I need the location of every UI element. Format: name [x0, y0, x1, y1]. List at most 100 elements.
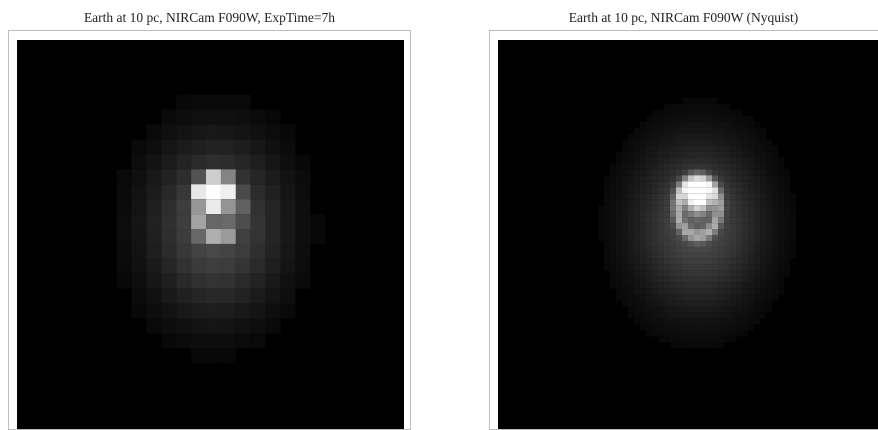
right-image	[498, 40, 878, 429]
image-pixel	[772, 187, 778, 194]
image-pixel	[161, 243, 177, 259]
image-pixel	[646, 121, 652, 128]
image-pixel	[682, 264, 688, 271]
image-pixel	[646, 294, 652, 301]
image-pixel	[634, 264, 640, 271]
image-pixel	[604, 234, 610, 241]
image-pixel	[718, 109, 724, 116]
image-pixel	[676, 151, 682, 158]
image-pixel	[688, 288, 694, 295]
image-pixel	[604, 246, 610, 253]
image-pixel	[640, 175, 646, 182]
image-pixel	[754, 169, 760, 176]
image-pixel	[628, 187, 634, 194]
image-pixel	[724, 193, 730, 200]
image-pixel	[724, 187, 730, 194]
image-pixel	[616, 181, 622, 188]
image-pixel	[730, 300, 736, 307]
image-pixel	[622, 300, 628, 307]
image-pixel	[676, 246, 682, 253]
image-pixel	[742, 169, 748, 176]
image-pixel	[694, 270, 700, 277]
image-pixel	[682, 169, 688, 176]
image-pixel	[634, 246, 640, 253]
image-pixel	[700, 342, 706, 349]
image-pixel	[176, 109, 192, 125]
image-pixel	[706, 169, 712, 176]
image-pixel	[610, 187, 616, 194]
image-pixel	[652, 318, 658, 325]
image-pixel	[265, 273, 281, 289]
image-pixel	[628, 133, 634, 140]
image-pixel	[736, 205, 742, 212]
image-pixel	[676, 234, 682, 241]
image-pixel	[772, 246, 778, 253]
left-image	[17, 40, 404, 429]
image-pixel	[742, 246, 748, 253]
image-pixel	[688, 115, 694, 122]
image-pixel	[742, 223, 748, 230]
image-pixel	[682, 211, 688, 218]
image-pixel	[616, 151, 622, 158]
image-pixel	[220, 94, 236, 110]
image-pixel	[682, 97, 688, 104]
image-pixel	[766, 199, 772, 206]
image-pixel	[742, 151, 748, 158]
image-pixel	[646, 318, 652, 325]
image-pixel	[682, 300, 688, 307]
image-pixel	[664, 217, 670, 224]
image-pixel	[730, 115, 736, 122]
image-pixel	[664, 109, 670, 116]
image-pixel	[694, 229, 700, 235]
image-pixel	[634, 193, 640, 200]
image-pixel	[628, 157, 634, 164]
image-pixel	[634, 187, 640, 194]
image-pixel	[742, 300, 748, 307]
image-pixel	[688, 109, 694, 116]
image-pixel	[706, 336, 712, 343]
image-pixel	[628, 288, 634, 295]
image-pixel	[724, 258, 730, 265]
image-pixel	[736, 211, 742, 218]
image-pixel	[682, 276, 688, 283]
image-pixel	[658, 187, 664, 194]
image-pixel	[676, 276, 682, 283]
image-pixel	[700, 306, 706, 313]
image-pixel	[760, 139, 766, 146]
image-pixel	[652, 157, 658, 164]
image-pixel	[640, 252, 646, 259]
image-pixel	[622, 229, 628, 235]
image-pixel	[250, 214, 266, 230]
image-pixel	[700, 229, 706, 235]
image-pixel	[706, 187, 712, 194]
image-pixel	[670, 187, 676, 194]
image-pixel	[628, 264, 634, 271]
image-pixel	[742, 252, 748, 259]
image-pixel	[724, 211, 730, 218]
image-pixel	[754, 276, 760, 283]
image-pixel	[700, 270, 706, 277]
image-pixel	[718, 121, 724, 128]
image-pixel	[760, 217, 766, 224]
image-pixel	[658, 169, 664, 176]
image-pixel	[146, 169, 162, 185]
image-pixel	[176, 333, 192, 349]
image-pixel	[670, 175, 676, 182]
image-pixel	[748, 175, 754, 182]
image-pixel	[712, 217, 718, 224]
image-pixel	[640, 121, 646, 128]
image-pixel	[664, 229, 670, 235]
image-pixel	[748, 306, 754, 313]
image-pixel	[742, 181, 748, 188]
image-pixel	[250, 333, 266, 349]
image-pixel	[706, 288, 712, 295]
image-pixel	[658, 282, 664, 289]
image-pixel	[754, 282, 760, 289]
image-pixel	[610, 205, 616, 212]
image-pixel	[754, 318, 760, 325]
image-pixel	[664, 336, 670, 343]
image-pixel	[778, 223, 784, 230]
image-pixel	[724, 234, 730, 241]
image-pixel	[700, 187, 706, 194]
image-pixel	[280, 273, 296, 289]
